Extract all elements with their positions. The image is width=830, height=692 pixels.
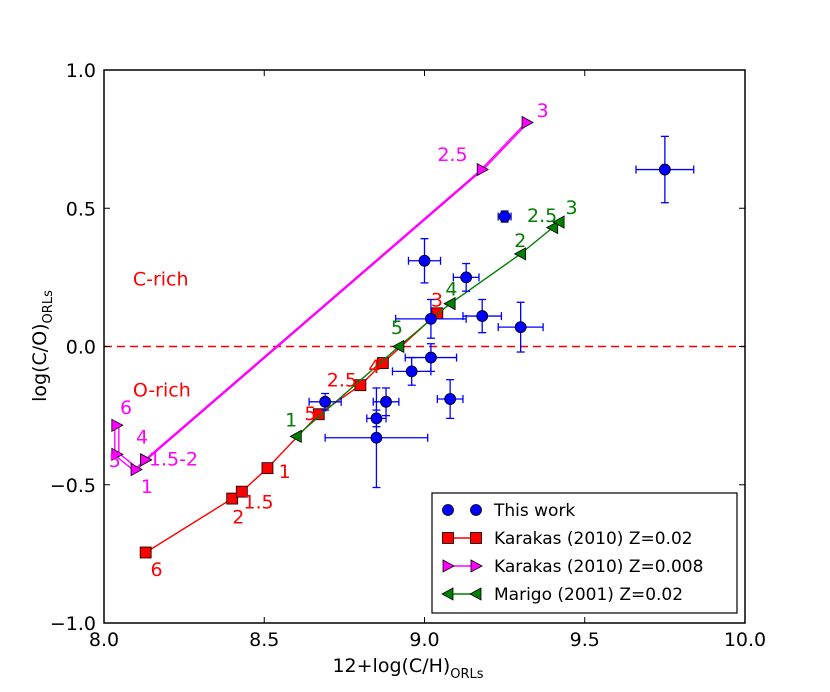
series-2-point-2 bbox=[443, 296, 456, 311]
series-0-point-0 bbox=[139, 546, 152, 559]
legend: This work Karakas (2010) Z=0.02 Karakas (2… bbox=[431, 492, 738, 614]
series-1-point-6 bbox=[521, 115, 534, 130]
mass-label-13: 1.5-2 bbox=[149, 448, 198, 470]
legend-marker-b-0 bbox=[470, 504, 482, 516]
series-1-point-0 bbox=[111, 418, 124, 432]
series-2-point-5 bbox=[552, 215, 565, 229]
this-work-point-4 bbox=[476, 310, 489, 322]
series-2-point-0 bbox=[289, 429, 302, 444]
mass-label-5: 2.5 bbox=[327, 370, 357, 392]
legend-box bbox=[431, 492, 738, 614]
series-1-point-4 bbox=[140, 453, 153, 467]
x-axis-label: 12+log(C/H)ORLs bbox=[332, 655, 483, 682]
legend-label-2: Karakas (2010) Z=0.008 bbox=[494, 557, 703, 577]
series-1-point-5 bbox=[476, 162, 490, 177]
mass-label-0: 6 bbox=[150, 559, 162, 581]
series-0 bbox=[139, 307, 444, 559]
series-0-point-3 bbox=[261, 462, 274, 475]
x-tick-label-0: 8.0 bbox=[89, 629, 119, 651]
this-work-point-10 bbox=[319, 395, 332, 408]
series-2-point-3 bbox=[513, 247, 527, 261]
y-tick-label-3: 0.5 bbox=[66, 198, 96, 220]
legend-marker-a-2 bbox=[442, 559, 455, 573]
series-2 bbox=[289, 215, 565, 444]
legend-marker-b-3 bbox=[469, 587, 482, 601]
mass-label-17: 4 bbox=[445, 278, 457, 300]
this-work-point-9 bbox=[444, 393, 457, 405]
mass-label-9: 2.5 bbox=[437, 144, 467, 166]
legend-marker-b-2 bbox=[470, 559, 483, 573]
this-work-point-6 bbox=[425, 312, 437, 325]
y-tick-label-1: −0.5 bbox=[50, 475, 96, 497]
mass-label-4: 5 bbox=[304, 403, 316, 425]
series-1 bbox=[111, 115, 534, 477]
mass-label-14: 1 bbox=[141, 476, 153, 498]
y-tick-label-4: 1.0 bbox=[66, 60, 96, 82]
region-label-1: O-rich bbox=[133, 379, 191, 401]
mass-label-2: 1.5 bbox=[243, 491, 273, 513]
this-work-series bbox=[308, 135, 695, 489]
legend-marker-a-1 bbox=[442, 532, 454, 544]
series-0-point-6 bbox=[376, 357, 389, 369]
series-1-point-1 bbox=[111, 447, 124, 462]
series-0-point-2 bbox=[235, 485, 248, 498]
this-work-point-3 bbox=[460, 271, 473, 284]
x-tick-label-2: 9.0 bbox=[409, 629, 439, 651]
this-work-point-7 bbox=[425, 351, 437, 364]
series-2-point-4 bbox=[545, 220, 559, 235]
mass-label-3: 1 bbox=[279, 461, 291, 483]
mass-label-11: 4 bbox=[136, 426, 148, 448]
x-tick-label-1: 8.5 bbox=[249, 629, 279, 651]
legend-marker-a-0 bbox=[442, 504, 454, 516]
series-1-point-2 bbox=[130, 462, 143, 477]
x-tick-label-4: 10.0 bbox=[724, 629, 766, 651]
series-0-point-1 bbox=[226, 492, 239, 505]
mass-label-16: 5 bbox=[391, 317, 403, 339]
x-tick-label-3: 9.5 bbox=[570, 629, 600, 651]
y-tick-label-2: 0.0 bbox=[66, 337, 96, 359]
legend-marker-b-1 bbox=[470, 532, 482, 544]
this-work-point-13 bbox=[370, 431, 383, 444]
legend-label-3: Marigo (2001) Z=0.02 bbox=[494, 585, 683, 605]
this-work-point-2 bbox=[418, 254, 431, 267]
series-0-point-4 bbox=[312, 408, 325, 421]
mass-label-18: 2 bbox=[514, 230, 526, 252]
series-2-point-1 bbox=[392, 339, 405, 354]
this-work-point-8 bbox=[405, 365, 418, 378]
legend-label-0: This work bbox=[493, 501, 575, 521]
this-work-point-1 bbox=[498, 210, 511, 223]
y-tick-label-0: −1.0 bbox=[50, 613, 96, 635]
mass-label-12: 5 bbox=[109, 450, 121, 472]
mass-label-8: 3 bbox=[537, 100, 549, 122]
legend-marker-a-3 bbox=[441, 587, 454, 601]
region-label-0: C-rich bbox=[133, 269, 189, 291]
this-work-point-5 bbox=[514, 321, 527, 334]
mass-label-7: 3 bbox=[431, 289, 443, 311]
mass-label-15: 1 bbox=[285, 410, 297, 432]
y-axis-label: log(C/O)ORLs bbox=[29, 290, 56, 402]
this-work-point-0 bbox=[658, 163, 671, 176]
legend-label-1: Karakas (2010) Z=0.02 bbox=[494, 529, 693, 549]
mass-label-6: 4 bbox=[368, 356, 380, 378]
this-work-point-11 bbox=[380, 395, 392, 408]
mass-label-19: 2.5 bbox=[527, 205, 557, 227]
mass-label-20: 3 bbox=[566, 197, 578, 219]
mass-label-10: 6 bbox=[120, 397, 132, 419]
mass-label-1: 2 bbox=[232, 506, 244, 528]
